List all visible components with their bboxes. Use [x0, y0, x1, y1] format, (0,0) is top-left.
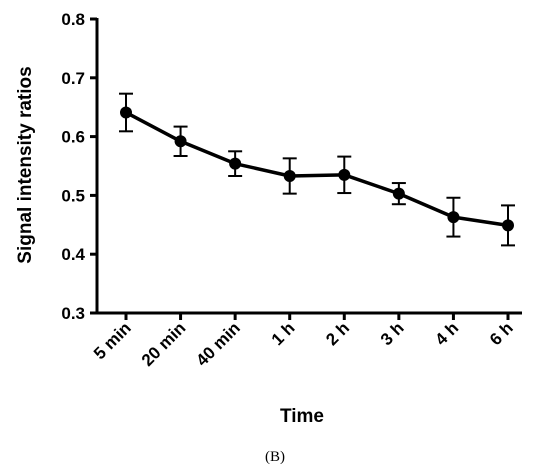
data-point	[338, 168, 351, 181]
y-tick-label: 0.8	[61, 10, 85, 29]
x-tick-label: 3 h	[377, 318, 408, 349]
panel-label: (B)	[265, 449, 285, 465]
x-tick-label: 5 min	[90, 318, 135, 363]
y-tick-label: 0.4	[61, 245, 85, 264]
x-axis: 5 min 20 min 40 min 1 h 2 h 3 h 4 h 6 h	[90, 311, 522, 370]
data-point	[392, 187, 405, 200]
y-axis: 0.3 0.4 0.5 0.6 0.7 0.8	[61, 10, 99, 323]
x-tick-label: 4 h	[431, 318, 462, 349]
y-tick-label: 0.3	[61, 304, 85, 323]
data-point	[283, 169, 296, 182]
y-tick-label: 0.6	[61, 128, 85, 147]
y-axis-title: Signal intensity ratios	[15, 66, 36, 263]
x-tick-label: 20 min	[138, 318, 190, 370]
x-tick-label: 6 h	[486, 318, 517, 349]
y-tick-label: 0.5	[61, 186, 85, 205]
data-point	[120, 106, 132, 119]
data-point	[174, 135, 187, 148]
data-point	[229, 157, 242, 170]
x-axis-title: Time	[280, 406, 324, 427]
x-tick-label: 2 h	[322, 318, 353, 349]
x-tick-label: 40 min	[192, 318, 244, 370]
x-tick-label: 1 h	[268, 318, 299, 349]
data-point	[502, 219, 514, 232]
series-group	[119, 92, 515, 247]
data-point	[447, 211, 460, 224]
series-line	[125, 110, 509, 228]
y-tick-label: 0.7	[61, 69, 85, 88]
